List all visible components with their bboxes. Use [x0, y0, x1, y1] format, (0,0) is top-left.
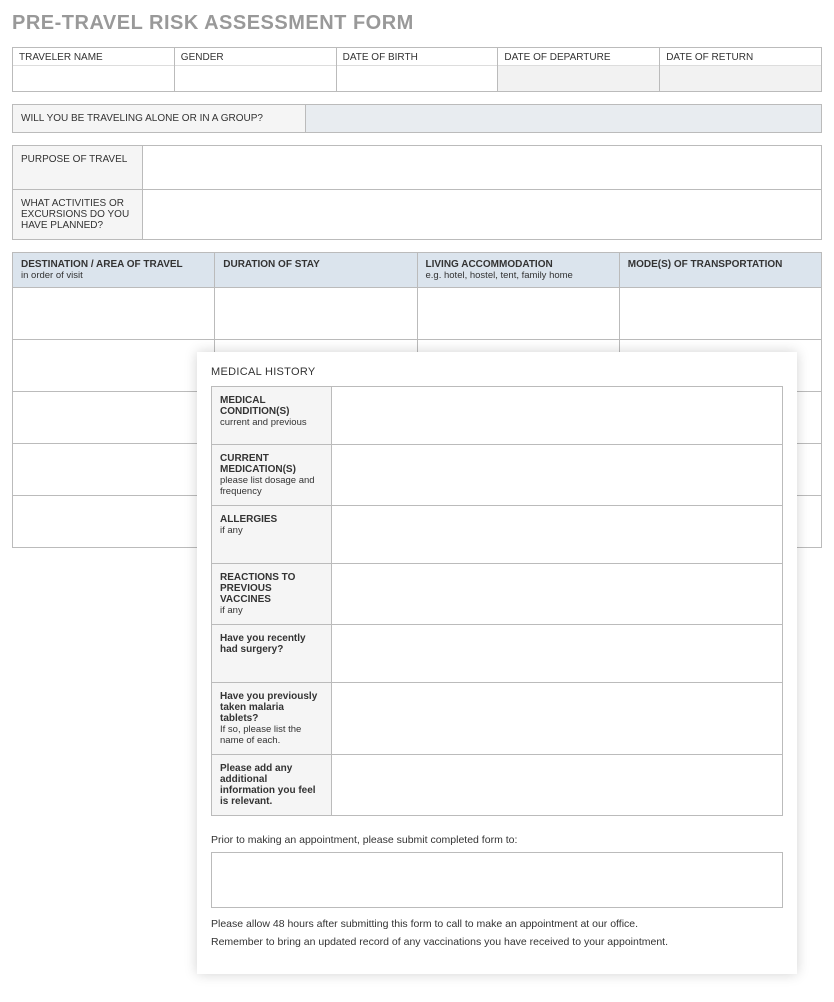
top-field-1: GENDER [175, 48, 337, 91]
purpose-activities-table: PURPOSE OF TRAVEL WHAT ACTIVITIES OR EXC… [12, 145, 822, 240]
medical-history-overlay: MEDICAL HISTORY MEDICAL CONDITION(S)curr… [197, 352, 797, 974]
table-row: ALLERGIESif any [212, 506, 783, 564]
medical-row-input[interactable] [332, 625, 783, 683]
medical-row-label: REACTIONS TO PREVIOUS VACCINESif any [212, 564, 332, 625]
medical-row-input[interactable] [332, 564, 783, 625]
activities-input[interactable] [143, 190, 822, 240]
medical-row-label: MEDICAL CONDITION(S)current and previous [212, 387, 332, 445]
travel-cell[interactable] [13, 444, 215, 496]
hours-instruction: Please allow 48 hours after submitting t… [211, 918, 783, 930]
top-field-input[interactable] [13, 65, 174, 91]
top-fields-row: TRAVELER NAMEGENDERDATE OF BIRTHDATE OF … [12, 47, 822, 92]
top-field-label: GENDER [175, 48, 336, 65]
table-row: CURRENT MEDICATION(S)please list dosage … [212, 445, 783, 506]
top-field-2: DATE OF BIRTH [337, 48, 499, 91]
table-row: Have you recently had surgery? [212, 625, 783, 683]
medical-row-input[interactable] [332, 445, 783, 506]
top-field-input[interactable] [337, 65, 498, 91]
table-row: MEDICAL CONDITION(S)current and previous [212, 387, 783, 445]
table-row: REACTIONS TO PREVIOUS VACCINESif any [212, 564, 783, 625]
group-question-label: WILL YOU BE TRAVELING ALONE OR IN A GROU… [13, 105, 306, 133]
page-title: PRE-TRAVEL RISK ASSESSMENT FORM [12, 12, 822, 35]
top-field-label: DATE OF BIRTH [337, 48, 498, 65]
page-container: PRE-TRAVEL RISK ASSESSMENT FORM TRAVELER… [12, 12, 822, 548]
top-field-0: TRAVELER NAME [13, 48, 175, 91]
medical-row-label: ALLERGIESif any [212, 506, 332, 564]
vaccination-instruction: Remember to bring an updated record of a… [211, 936, 783, 948]
medical-history-title: MEDICAL HISTORY [211, 366, 783, 378]
table-row: Please add any additional information yo… [212, 755, 783, 816]
top-field-4: DATE OF RETURN [660, 48, 821, 91]
travel-cell[interactable] [13, 288, 215, 340]
medical-row-label: Have you previously taken malaria tablet… [212, 683, 332, 755]
top-field-label: DATE OF DEPARTURE [498, 48, 659, 65]
group-question-input[interactable] [306, 105, 822, 133]
travel-cell[interactable] [417, 288, 619, 340]
table-row: Have you previously taken malaria tablet… [212, 683, 783, 755]
top-field-input[interactable] [660, 65, 821, 91]
medical-row-input[interactable] [332, 387, 783, 445]
medical-row-input[interactable] [332, 755, 783, 816]
travel-column-header: MODE(S) OF TRANSPORTATION [619, 253, 821, 288]
top-field-label: TRAVELER NAME [13, 48, 174, 65]
table-row [13, 288, 822, 340]
activities-label: WHAT ACTIVITIES OR EXCURSIONS DO YOU HAV… [13, 190, 143, 240]
medical-row-label: CURRENT MEDICATION(S)please list dosage … [212, 445, 332, 506]
travel-column-header: DESTINATION / AREA OF TRAVELin order of … [13, 253, 215, 288]
submit-instruction: Prior to making an appointment, please s… [211, 834, 783, 846]
top-field-input[interactable] [175, 65, 336, 91]
medical-row-input[interactable] [332, 506, 783, 564]
travel-column-header: DURATION OF STAY [215, 253, 417, 288]
travel-questions-table: WILL YOU BE TRAVELING ALONE OR IN A GROU… [12, 104, 822, 133]
submit-address-input[interactable] [211, 852, 783, 908]
travel-cell[interactable] [215, 288, 417, 340]
top-field-label: DATE OF RETURN [660, 48, 821, 65]
medical-history-table: MEDICAL CONDITION(S)current and previous… [211, 386, 783, 816]
top-field-input[interactable] [498, 65, 659, 91]
medical-row-label: Have you recently had surgery? [212, 625, 332, 683]
travel-cell[interactable] [13, 340, 215, 392]
purpose-input[interactable] [143, 146, 822, 190]
travel-cell[interactable] [619, 288, 821, 340]
medical-row-label: Please add any additional information yo… [212, 755, 332, 816]
travel-cell[interactable] [13, 392, 215, 444]
purpose-label: PURPOSE OF TRAVEL [13, 146, 143, 190]
top-field-3: DATE OF DEPARTURE [498, 48, 660, 91]
travel-column-header: LIVING ACCOMMODATIONe.g. hotel, hostel, … [417, 253, 619, 288]
travel-cell[interactable] [13, 496, 215, 548]
medical-row-input[interactable] [332, 683, 783, 755]
